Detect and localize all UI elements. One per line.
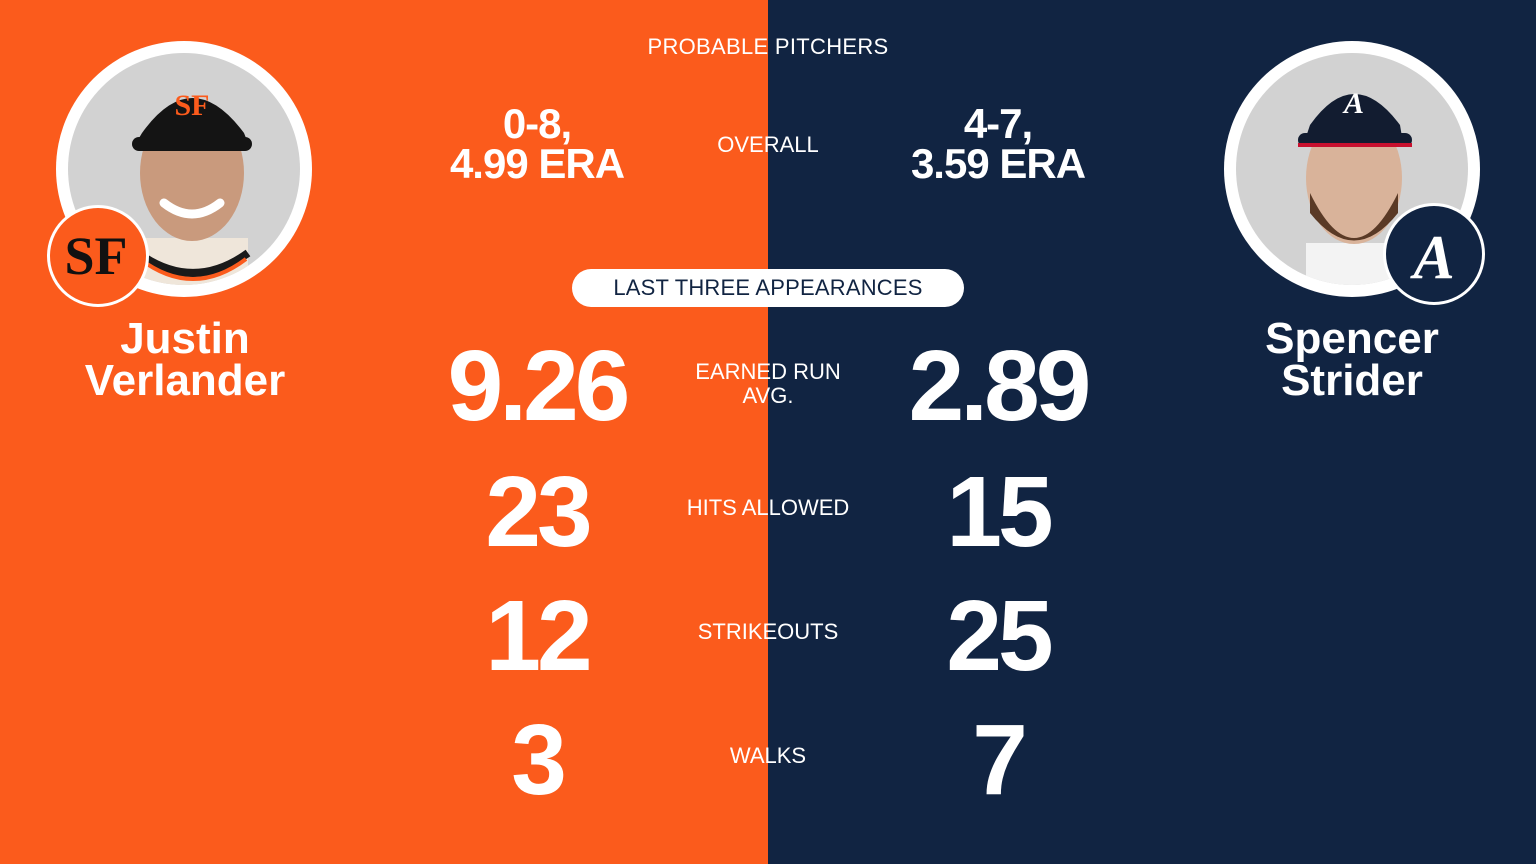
- stat-label-walks: WALKS: [729, 743, 807, 768]
- svg-text:A: A: [1342, 87, 1364, 120]
- svg-text:A: A: [1409, 224, 1454, 292]
- right-overall-record: 4-7, 3.59 ERA: [910, 100, 1086, 187]
- right-stat-walks: 7: [972, 704, 1028, 816]
- svg-text:SF: SF: [64, 226, 127, 286]
- sf-giants-logo-icon: SF: [47, 205, 149, 307]
- first-name: Justin: [120, 314, 250, 363]
- win-loss: 4-7,: [963, 100, 1033, 147]
- right-stat-strikeouts: 25: [946, 580, 1053, 692]
- player-photo: A: [1236, 53, 1468, 285]
- last-name: Strider: [1281, 356, 1423, 405]
- stat-label-strikeouts: STRIKEOUTS: [697, 619, 839, 644]
- right-stat-hits: 15: [946, 456, 1053, 568]
- right-player-name: Spencer Strider: [1265, 314, 1439, 405]
- label-line: AVG.: [742, 383, 794, 408]
- last-name: Verlander: [84, 356, 286, 405]
- last-three-appearances-pill: LAST THREE APPEARANCES: [572, 269, 964, 307]
- stat-label-era: EARNED RUN AVG.: [695, 360, 840, 408]
- atlanta-braves-logo-icon: A: [1383, 203, 1485, 305]
- left-stat-hits: 23: [485, 456, 592, 568]
- stat-label-hits: HITS ALLOWED: [686, 495, 850, 520]
- label-line: EARNED RUN: [695, 359, 841, 384]
- era: 4.99 ERA: [449, 140, 625, 187]
- win-loss: 0-8,: [502, 100, 572, 147]
- era: 3.59 ERA: [910, 140, 1086, 187]
- right-stat-era: 2.89: [908, 330, 1092, 442]
- svg-text:SF: SF: [174, 89, 209, 122]
- first-name: Spencer: [1265, 314, 1439, 363]
- page-title: PROBABLE PITCHERS: [647, 34, 889, 59]
- overall-label: OVERALL: [717, 132, 819, 157]
- left-stat-walks: 3: [511, 704, 567, 816]
- left-overall-record: 0-8, 4.99 ERA: [449, 100, 625, 187]
- left-stat-era: 9.26: [447, 330, 631, 442]
- left-stat-strikeouts: 12: [485, 580, 592, 692]
- left-player-name: Justin Verlander: [84, 314, 286, 405]
